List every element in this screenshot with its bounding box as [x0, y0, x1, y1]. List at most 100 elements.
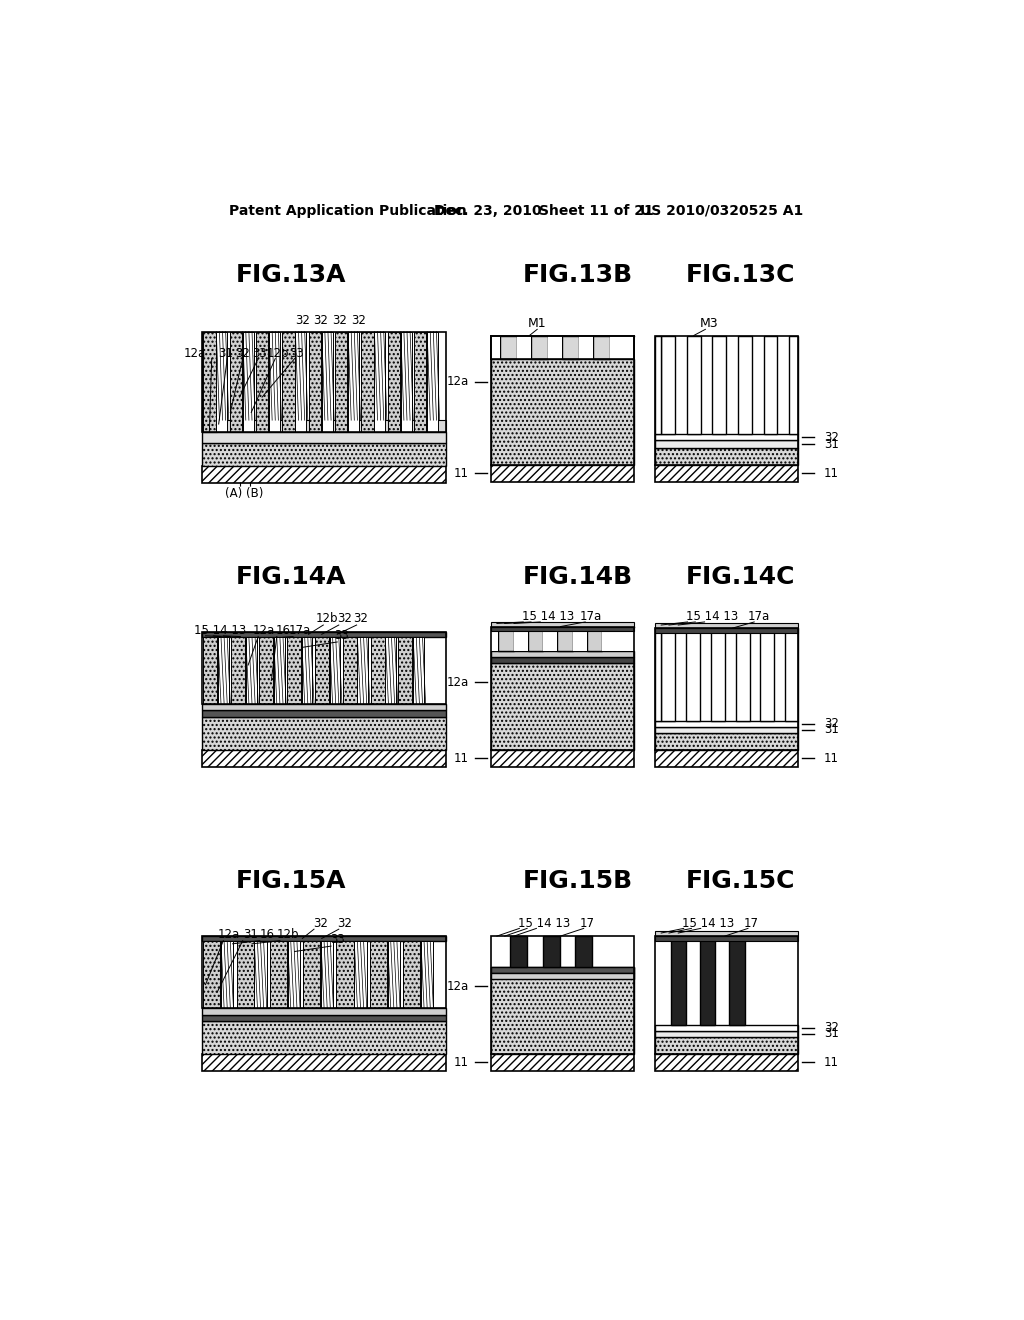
Bar — [548, 335, 562, 359]
Text: 32: 32 — [312, 314, 328, 326]
Bar — [490, 335, 500, 359]
Text: 15 14 13: 15 14 13 — [194, 624, 246, 638]
Text: 17: 17 — [580, 916, 595, 929]
Text: 32: 32 — [236, 347, 250, 360]
Bar — [662, 628, 675, 721]
Bar — [202, 936, 445, 941]
Text: FIG.14C: FIG.14C — [685, 565, 795, 589]
Text: 32: 32 — [351, 314, 367, 326]
Bar — [388, 331, 400, 432]
Bar — [711, 628, 725, 721]
Bar — [303, 941, 321, 1007]
Text: 33: 33 — [330, 933, 345, 946]
Bar — [655, 335, 799, 465]
Bar — [655, 623, 799, 628]
Bar — [490, 359, 634, 465]
Text: 32: 32 — [353, 612, 368, 626]
Bar — [414, 638, 424, 704]
Text: Sheet 11 of 21: Sheet 11 of 21 — [539, 203, 653, 218]
Bar — [216, 331, 227, 432]
Bar — [490, 663, 634, 750]
Bar — [337, 941, 353, 1007]
Bar — [269, 331, 280, 432]
Bar — [330, 638, 340, 704]
Bar — [231, 638, 245, 704]
Bar — [421, 941, 433, 1007]
Text: 11: 11 — [454, 467, 469, 480]
Text: FIG.14B: FIG.14B — [522, 565, 633, 589]
Text: 12b: 12b — [276, 928, 299, 941]
Bar — [202, 1015, 445, 1020]
Bar — [490, 651, 634, 657]
Bar — [490, 335, 634, 359]
Text: 12a: 12a — [218, 928, 240, 941]
Bar — [510, 936, 527, 966]
Bar — [259, 638, 273, 704]
Bar — [761, 628, 774, 721]
Bar — [713, 335, 726, 434]
Bar — [254, 941, 266, 1007]
Text: 31: 31 — [243, 928, 258, 941]
Bar — [579, 335, 593, 359]
Bar — [403, 941, 420, 1007]
Text: 15 14 13: 15 14 13 — [682, 916, 734, 929]
Bar — [655, 936, 799, 941]
Bar — [288, 941, 300, 1007]
Bar — [202, 710, 445, 717]
Bar — [671, 936, 686, 1024]
Bar — [490, 335, 634, 465]
Text: US 2010/0320525 A1: US 2010/0320525 A1 — [640, 203, 803, 218]
Text: 12a: 12a — [253, 624, 274, 638]
Text: 17: 17 — [744, 916, 759, 929]
Bar — [655, 628, 799, 632]
Bar — [517, 335, 531, 359]
Bar — [273, 638, 285, 704]
Text: 12a: 12a — [446, 375, 469, 388]
Bar — [528, 627, 544, 651]
Bar — [490, 657, 634, 663]
Bar — [729, 936, 744, 1024]
Bar — [687, 335, 700, 434]
Bar — [202, 1007, 445, 1015]
Bar — [785, 628, 799, 721]
Bar — [490, 966, 634, 973]
Bar — [321, 941, 334, 1007]
Bar — [490, 936, 634, 1053]
Bar — [655, 465, 799, 482]
Bar — [370, 941, 387, 1007]
Bar — [587, 627, 602, 651]
Text: 32: 32 — [332, 314, 347, 326]
Bar — [202, 331, 217, 432]
Bar — [229, 331, 242, 432]
Bar — [302, 638, 312, 704]
Bar — [655, 628, 662, 721]
Text: 11: 11 — [824, 751, 839, 764]
Bar — [400, 331, 412, 432]
Bar — [544, 627, 557, 651]
Bar — [490, 627, 634, 631]
Bar — [335, 331, 347, 432]
Text: FIG.14A: FIG.14A — [236, 565, 346, 589]
Bar — [354, 941, 367, 1007]
Bar — [202, 466, 445, 483]
Text: 32: 32 — [312, 916, 328, 929]
Bar — [203, 941, 220, 1007]
Bar — [256, 331, 268, 432]
Text: Dec. 23, 2010: Dec. 23, 2010 — [434, 203, 542, 218]
Text: FIG.15C: FIG.15C — [685, 869, 795, 892]
Text: 11: 11 — [824, 1056, 839, 1069]
Bar — [237, 941, 254, 1007]
Bar — [202, 420, 445, 432]
Bar — [202, 632, 445, 704]
Text: 31: 31 — [218, 347, 233, 360]
Bar — [295, 331, 306, 432]
Bar — [322, 331, 333, 432]
Bar — [490, 627, 499, 651]
Bar — [202, 936, 445, 1007]
Text: 33: 33 — [334, 630, 348, 643]
Bar — [348, 331, 359, 432]
Bar — [572, 627, 587, 651]
Bar — [357, 638, 369, 704]
Bar — [655, 434, 799, 441]
Bar — [602, 627, 634, 651]
